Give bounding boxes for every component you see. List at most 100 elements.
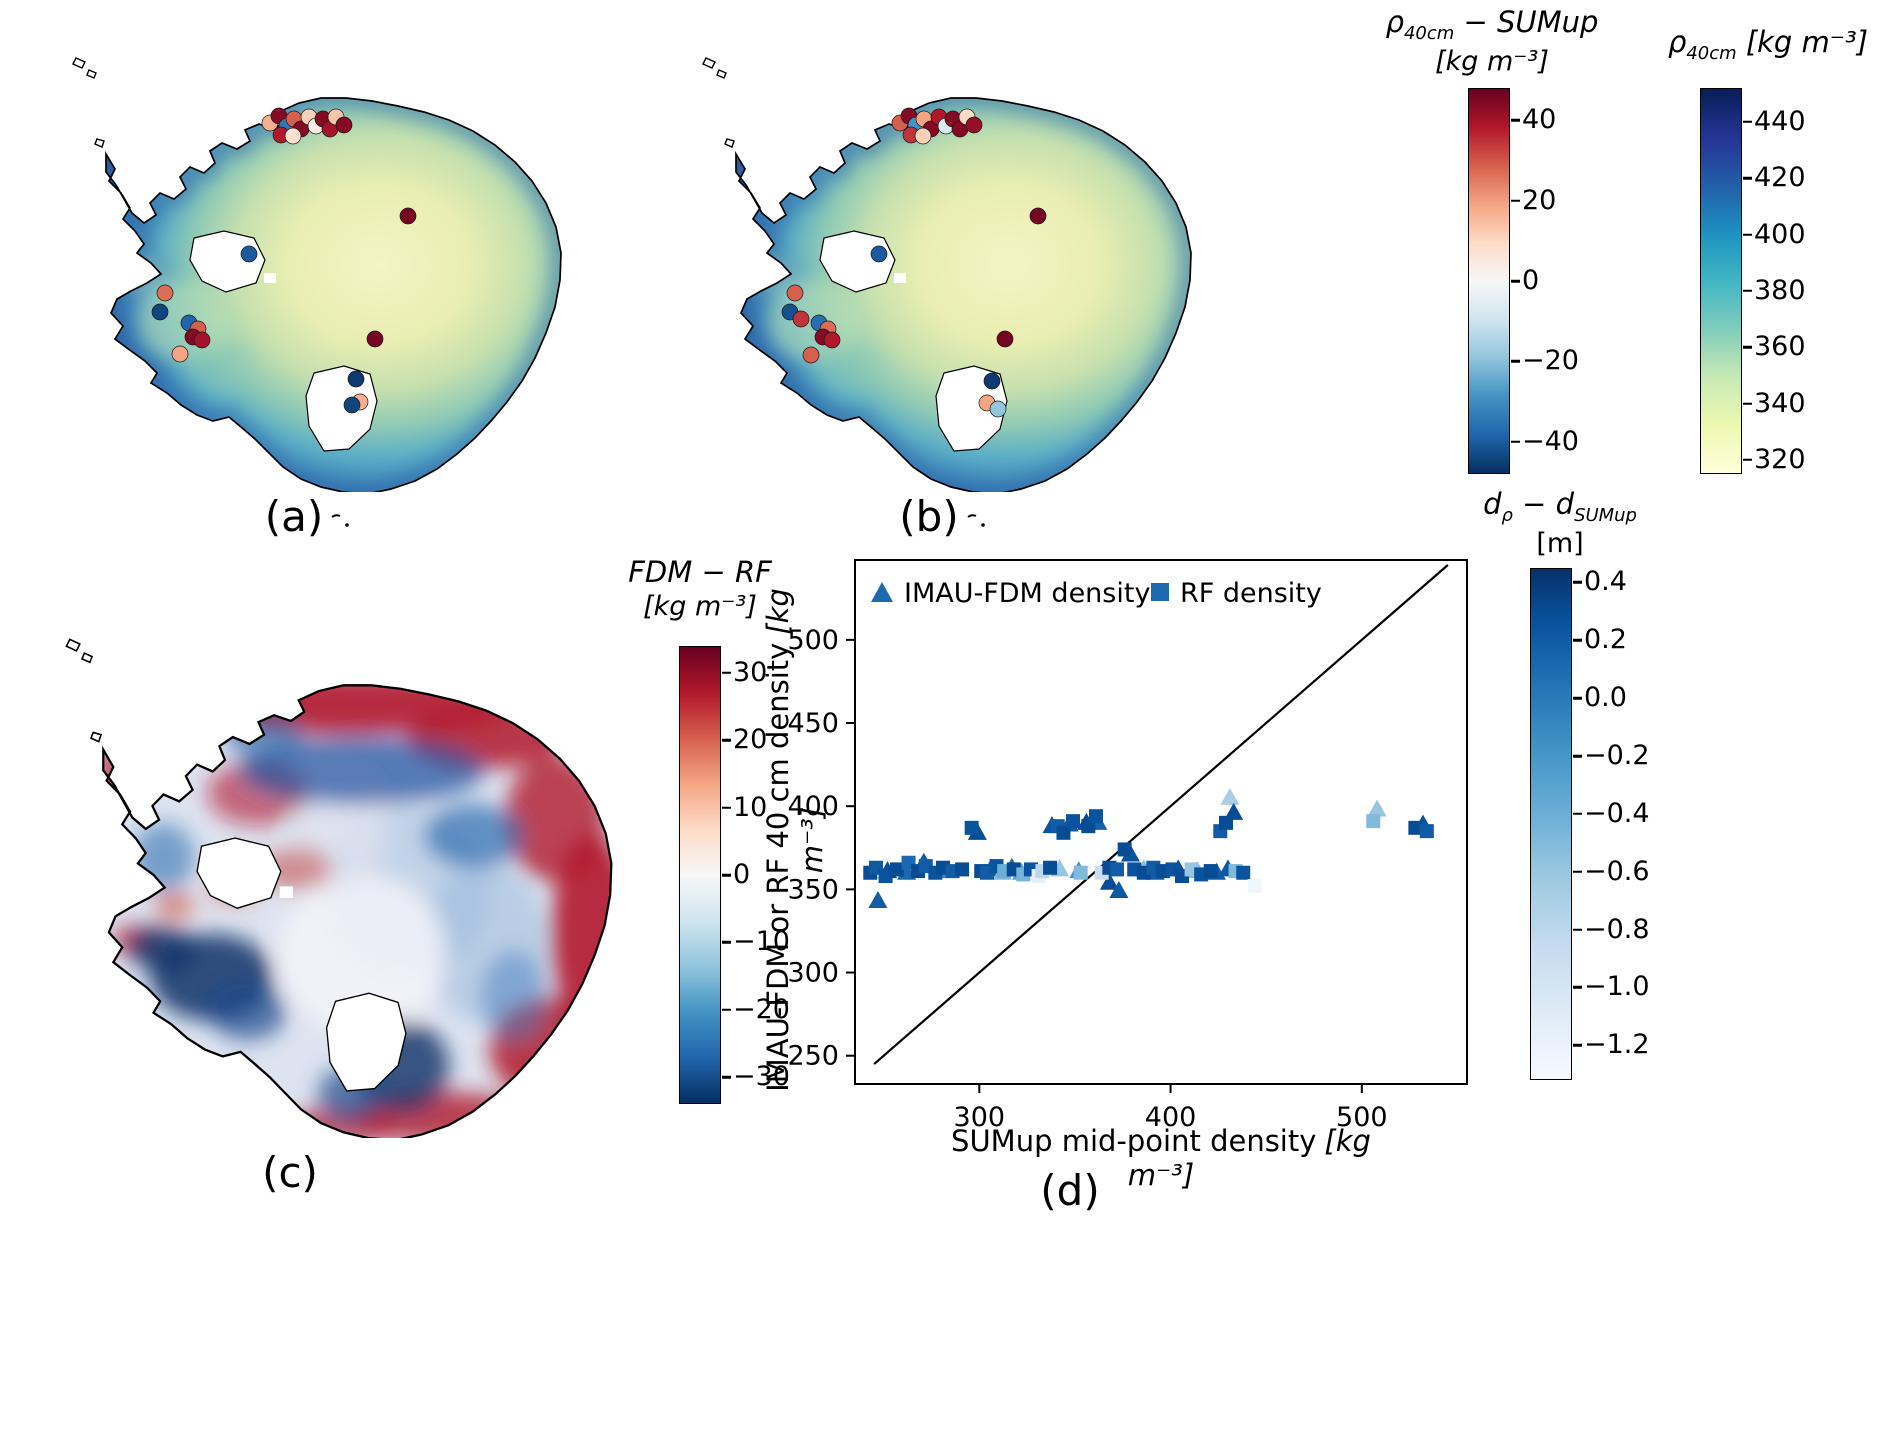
colorbar-ticks: 440 420 400 380 360 340 320 [1754, 88, 1840, 475]
colorbar-tick-label: −0.6 [1584, 855, 1650, 887]
map-panel-c [65, 638, 613, 1138]
station-point [792, 310, 810, 328]
station-point [171, 345, 189, 363]
colorbar-tick-label: 0 [1522, 264, 1540, 296]
station-point [870, 245, 888, 263]
y-tick-label: 250 [787, 1041, 839, 1072]
islands [65, 638, 102, 743]
colorbar-tick-label: 30 [733, 656, 768, 688]
panel-label-c: (c) [262, 1148, 318, 1197]
colorbar-rho-diff: ρ40cm − SUMup [kg m⁻³] 40 20 0 −20 −40 [1372, 5, 1612, 484]
colorbar-tick-mark [1511, 118, 1520, 122]
colorbar-tick-label: 20 [733, 724, 768, 756]
colorbar-tick-label: −1.0 [1584, 971, 1650, 1003]
colorbar-tick-label: 40 [1522, 104, 1557, 136]
legend-label-imau-fdm: IMAU-FDM density [904, 578, 1150, 609]
colorbar-tick-mark [1743, 402, 1752, 405]
colorbar-units: [m] [1536, 528, 1584, 560]
colorbar-tick-label: −10 [733, 926, 790, 958]
colorbar-tick-mark [722, 941, 731, 944]
colorbar-tick-label: 0.0 [1584, 682, 1627, 714]
colorbar-tick-mark [1743, 458, 1752, 462]
y-tick-label: 350 [787, 874, 839, 905]
station-point [156, 284, 174, 302]
station-point [965, 116, 983, 134]
scatter-point-square [1366, 814, 1381, 829]
scatter-point-square [1066, 814, 1081, 829]
colorbar-tick-mark [1573, 581, 1582, 584]
colorbar-title: ρ40cm [kg m⁻³] [1667, 25, 1869, 64]
colorbar-ticks: 30 20 10 0 −10 −20 −30 [733, 646, 819, 1104]
colorbar-units: [kg m⁻³] [1435, 46, 1549, 78]
colorbar-rho40: ρ40cm [kg m⁻³] 440 420 400 380 360 340 320 [1648, 25, 1888, 486]
station-point [284, 127, 302, 145]
station-point [335, 116, 353, 134]
island-specks [331, 514, 350, 527]
station-point [802, 346, 820, 364]
colorbar-tick-label: 420 [1754, 162, 1806, 194]
scatter-point-square [955, 862, 970, 877]
one-to-one-line [873, 564, 1449, 1065]
colorbar-tick-mark [722, 739, 731, 742]
scatter-point-square [878, 869, 893, 884]
scatter-y-axis-label: IMAU-FDM or RF 40 cm density[kg m⁻³] [761, 588, 829, 1092]
scatter-point-square [1203, 864, 1218, 879]
x-tick-label: 300 [954, 1102, 1006, 1128]
colorbar-tick-mark [722, 1008, 731, 1011]
station-point [786, 284, 804, 302]
colorbar-tick-label: 20 [1522, 184, 1557, 216]
colorbar-tick-mark [1573, 812, 1582, 816]
scatter-point-square [1117, 842, 1132, 857]
nodata-gap [264, 273, 276, 283]
scatter-point-triangle [1099, 872, 1119, 890]
scatter-x-axis-label: SUMup mid-point density [kg m⁻³] [951, 1124, 1371, 1192]
colorbar-tick-label: −40 [1522, 425, 1579, 457]
y-tick-label: 400 [787, 791, 839, 822]
colorbar-tick-label: 0.4 [1584, 566, 1627, 598]
scatter-point-square [890, 862, 905, 877]
station-point [347, 370, 365, 388]
colorbar-tick-label: −30 [733, 1060, 790, 1092]
scatter-point-square [1088, 809, 1103, 824]
islands [702, 57, 735, 148]
colorbar-units: [kg m⁻³] [643, 591, 757, 623]
scatter-point-triangle [1220, 787, 1240, 805]
station-point [1029, 207, 1047, 225]
colorbar-tick-mark [1743, 345, 1752, 349]
colorbar-tick-mark [1573, 986, 1582, 989]
colorbar-tick-label: −0.4 [1584, 797, 1650, 829]
station-points [781, 107, 1047, 418]
colorbar-tick-mark [1743, 120, 1752, 124]
colorbar-tick-label: 10 [733, 791, 768, 823]
station-point [983, 372, 1001, 390]
colorbar-tick-mark [1573, 754, 1582, 758]
fdm-rf-difference-field [103, 685, 612, 1138]
colorbar-tick-mark [722, 806, 731, 809]
station-point [366, 330, 384, 348]
scatter-point-square [964, 820, 979, 835]
islands [72, 57, 105, 148]
colorbar-fdm-rf: FDM − RF [kg m⁻³] 30 20 10 0 −10 −20 −30 [580, 555, 820, 1126]
colorbar-tick-mark [1573, 1044, 1582, 1047]
colorbar-gradient [1530, 568, 1572, 1080]
colorbar-tick-label: −20 [1522, 345, 1579, 377]
island-specks [967, 514, 985, 527]
legend-triangle-marker [871, 582, 893, 602]
colorbar-tick-mark [1511, 440, 1520, 444]
colorbar-tick-label: 440 [1754, 105, 1806, 137]
station-point [151, 303, 169, 321]
legend-square-marker [1151, 583, 1169, 601]
colorbar-tick-mark [722, 1075, 731, 1079]
station-points [151, 107, 417, 414]
scatter-point-square [1236, 865, 1251, 880]
scatter-point-square [1408, 820, 1423, 835]
scatter-point-triangle [1224, 802, 1244, 820]
colorbar-tick-label: −0.2 [1584, 739, 1650, 771]
station-point [989, 400, 1007, 418]
nodata-gap [279, 886, 294, 898]
colorbar-tick-mark [722, 671, 731, 675]
x-tick-label: 400 [1145, 1102, 1197, 1128]
panel-label-b: (b) [815, 492, 1075, 541]
colorbar-tick-mark [1573, 870, 1582, 873]
